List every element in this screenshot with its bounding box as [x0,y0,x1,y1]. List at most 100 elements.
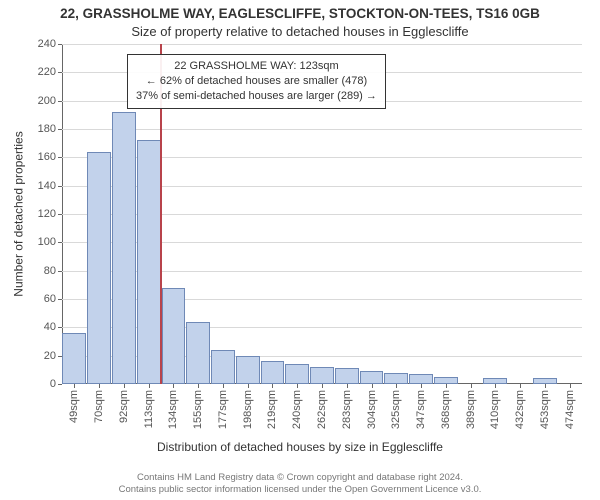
x-tick-mark [223,384,224,388]
y-tick-label: 180 [38,123,56,135]
y-tick-label: 100 [38,236,56,248]
annotation-line-3: 37% of semi-detached houses are larger (… [136,89,377,104]
y-tick-mark [58,356,62,357]
y-tick-label: 60 [44,293,56,305]
y-tick-label: 120 [38,208,56,220]
y-tick-label: 0 [50,378,56,390]
y-tick-mark [58,186,62,187]
histogram-bar [186,322,210,384]
y-tick-mark [58,101,62,102]
chart-subtitle: Size of property relative to detached ho… [0,24,600,39]
x-tick-label: 262sqm [316,390,328,429]
x-tick-label: 432sqm [514,390,526,429]
histogram-bar [409,374,433,384]
footer: Contains HM Land Registry data © Crown c… [0,472,600,496]
y-tick-mark [58,214,62,215]
x-tick-mark [124,384,125,388]
y-tick-label: 200 [38,95,56,107]
x-axis-label: Distribution of detached houses by size … [0,440,600,454]
x-tick-mark [297,384,298,388]
histogram-bar [112,112,136,384]
x-tick-mark [446,384,447,388]
plot-area: 02040608010012014016018020022024049sqm70… [62,44,582,384]
y-tick-mark [58,129,62,130]
x-tick-mark [173,384,174,388]
x-tick-label: 198sqm [242,390,254,429]
x-tick-mark [421,384,422,388]
histogram-bar [285,364,309,384]
x-tick-label: 304sqm [366,390,378,429]
x-tick-mark [570,384,571,388]
y-tick-label: 40 [44,321,56,333]
footer-line-2: Contains public sector information licen… [0,484,600,496]
histogram-bar [211,350,235,384]
y-tick-mark [58,157,62,158]
x-tick-mark [322,384,323,388]
histogram-bar [87,152,111,384]
x-tick-mark [198,384,199,388]
histogram-bar [162,288,186,384]
y-tick-label: 80 [44,265,56,277]
annotation-line-2: ← 62% of detached houses are smaller (47… [136,74,377,89]
x-tick-mark [248,384,249,388]
histogram-bar [384,373,408,384]
x-tick-mark [471,384,472,388]
x-tick-mark [396,384,397,388]
histogram-bar [360,371,384,384]
x-tick-label: 474sqm [564,390,576,429]
y-axis-label-text: Number of detached properties [12,131,26,296]
y-tick-mark [58,72,62,73]
x-tick-label: 177sqm [217,390,229,429]
x-tick-label: 92sqm [118,390,130,423]
histogram-bar [335,368,359,384]
chart-container: 22, GRASSHOLME WAY, EAGLESCLIFFE, STOCKT… [0,0,600,500]
x-tick-label: 240sqm [291,390,303,429]
y-tick-mark [58,242,62,243]
y-tick-mark [58,327,62,328]
x-tick-mark [272,384,273,388]
histogram-bar [434,377,458,384]
chart-title-address: 22, GRASSHOLME WAY, EAGLESCLIFFE, STOCKT… [0,6,600,21]
histogram-bar [236,356,260,384]
y-tick-mark [58,299,62,300]
histogram-bar [137,140,161,384]
annotation-box: 22 GRASSHOLME WAY: 123sqm← 62% of detach… [127,54,386,109]
x-tick-label: 368sqm [440,390,452,429]
y-tick-mark [58,271,62,272]
x-tick-label: 453sqm [539,390,551,429]
y-tick-label: 160 [38,151,56,163]
y-axis-label: Number of detached properties [12,44,26,384]
annotation-line-1: 22 GRASSHOLME WAY: 123sqm [136,59,377,74]
x-tick-label: 49sqm [68,390,80,423]
x-tick-label: 283sqm [341,390,353,429]
x-tick-label: 155sqm [192,390,204,429]
gridline [62,129,582,130]
x-tick-mark [545,384,546,388]
y-tick-label: 20 [44,350,56,362]
x-tick-mark [495,384,496,388]
x-tick-label: 410sqm [489,390,501,429]
x-tick-label: 347sqm [415,390,427,429]
x-tick-label: 389sqm [465,390,477,429]
histogram-bar [261,361,285,384]
x-tick-label: 219sqm [266,390,278,429]
footer-line-1: Contains HM Land Registry data © Crown c… [0,472,600,484]
x-tick-mark [99,384,100,388]
x-tick-label: 325sqm [390,390,402,429]
x-tick-label: 134sqm [167,390,179,429]
y-tick-mark [58,44,62,45]
x-tick-mark [372,384,373,388]
histogram-bar [310,367,334,384]
y-tick-label: 220 [38,66,56,78]
x-tick-mark [149,384,150,388]
x-tick-label: 70sqm [93,390,105,423]
gridline [62,44,582,45]
y-tick-label: 240 [38,38,56,50]
x-tick-mark [347,384,348,388]
y-tick-label: 140 [38,180,56,192]
x-tick-mark [74,384,75,388]
y-tick-mark [58,384,62,385]
x-tick-label: 113sqm [143,390,155,428]
histogram-bar [62,333,86,384]
x-tick-mark [520,384,521,388]
